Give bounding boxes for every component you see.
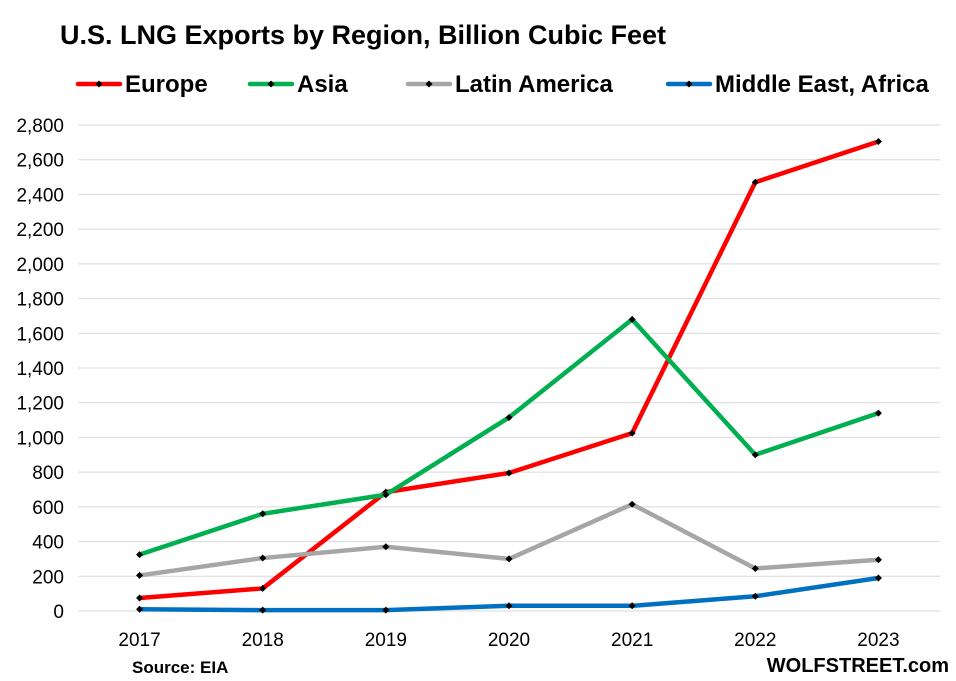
legend-marker [267, 80, 275, 88]
data-point [628, 429, 636, 437]
y-tick-label: 1,600 [16, 324, 64, 345]
legend-marker [95, 80, 103, 88]
gridlines [78, 124, 940, 612]
data-point [136, 594, 144, 602]
data-point [505, 602, 513, 610]
data-point [628, 602, 636, 610]
y-tick-label: 2,000 [16, 255, 64, 276]
legend: Europe Asia Latin America Middle East, Afri… [75, 71, 929, 98]
data-point [382, 543, 390, 551]
x-axis-ticks: 2017 2018 2019 2020 2021 2022 2023 [118, 630, 899, 651]
y-tick-label: 1,800 [16, 290, 64, 311]
legend-item-middle-east-africa: Middle East, Africa [665, 71, 929, 98]
series-line-latin-america [137, 502, 881, 578]
data-point [505, 413, 513, 421]
y-tick-label: 200 [32, 567, 64, 588]
legend-label: Asia [297, 71, 348, 98]
data-point [751, 564, 759, 572]
legend-item-europe: Europe [75, 71, 208, 98]
legend-item-latin-america: Latin America [405, 71, 613, 98]
series-latin-america [136, 500, 882, 579]
data-point [382, 606, 390, 614]
series-europe [136, 137, 882, 602]
y-tick-label: 600 [32, 498, 64, 519]
source-note: Source: EIA [132, 658, 228, 677]
data-point [259, 584, 267, 592]
y-tick-label: 2,600 [16, 151, 64, 172]
data-point [505, 469, 513, 477]
legend-label: Latin America [455, 71, 613, 98]
legend-item-asia: Asia [247, 71, 348, 98]
legend-marker [425, 80, 433, 88]
data-point [751, 451, 759, 459]
data-point [751, 592, 759, 600]
data-point [259, 606, 267, 614]
x-tick-label: 2019 [365, 630, 407, 651]
y-tick-label: 2,800 [16, 116, 64, 137]
data-point [874, 409, 882, 417]
legend-label: Europe [125, 71, 208, 98]
data-point [136, 571, 144, 579]
series-group [136, 137, 882, 614]
brand-watermark: WOLFSTREET.com [767, 655, 949, 677]
y-tick-label: 400 [32, 533, 64, 554]
chart-title: U.S. LNG Exports by Region, Billion Cubi… [60, 20, 666, 50]
x-tick-label: 2017 [118, 630, 160, 651]
x-tick-label: 2018 [242, 630, 284, 651]
data-point [259, 554, 267, 562]
series-asia [136, 315, 882, 559]
series-line-europe [137, 139, 881, 601]
y-tick-label: 2,200 [16, 220, 64, 241]
legend-marker [685, 80, 693, 88]
y-axis-ticks: 0 200 400 600 800 1,000 1,200 1,400 1,600 1,800 2,… [16, 116, 64, 623]
data-point [259, 510, 267, 518]
data-point [874, 556, 882, 564]
y-tick-label: 1,200 [16, 394, 64, 415]
series-middle-east-africa [136, 574, 882, 614]
data-point [382, 491, 390, 499]
y-tick-label: 1,400 [16, 359, 64, 380]
x-tick-label: 2021 [611, 630, 653, 651]
y-tick-label: 0 [53, 602, 64, 623]
y-tick-label: 800 [32, 463, 64, 484]
data-point [136, 551, 144, 559]
x-tick-label: 2022 [734, 630, 776, 651]
data-point [628, 500, 636, 508]
data-point [505, 555, 513, 563]
y-tick-label: 2,400 [16, 185, 64, 206]
data-point [751, 178, 759, 186]
data-point [874, 137, 882, 145]
x-tick-label: 2023 [857, 630, 899, 651]
legend-label: Middle East, Africa [715, 71, 929, 98]
data-point [874, 574, 882, 582]
data-point [628, 315, 636, 323]
y-tick-label: 1,000 [16, 428, 64, 449]
x-tick-label: 2020 [488, 630, 530, 651]
data-point [136, 605, 144, 613]
